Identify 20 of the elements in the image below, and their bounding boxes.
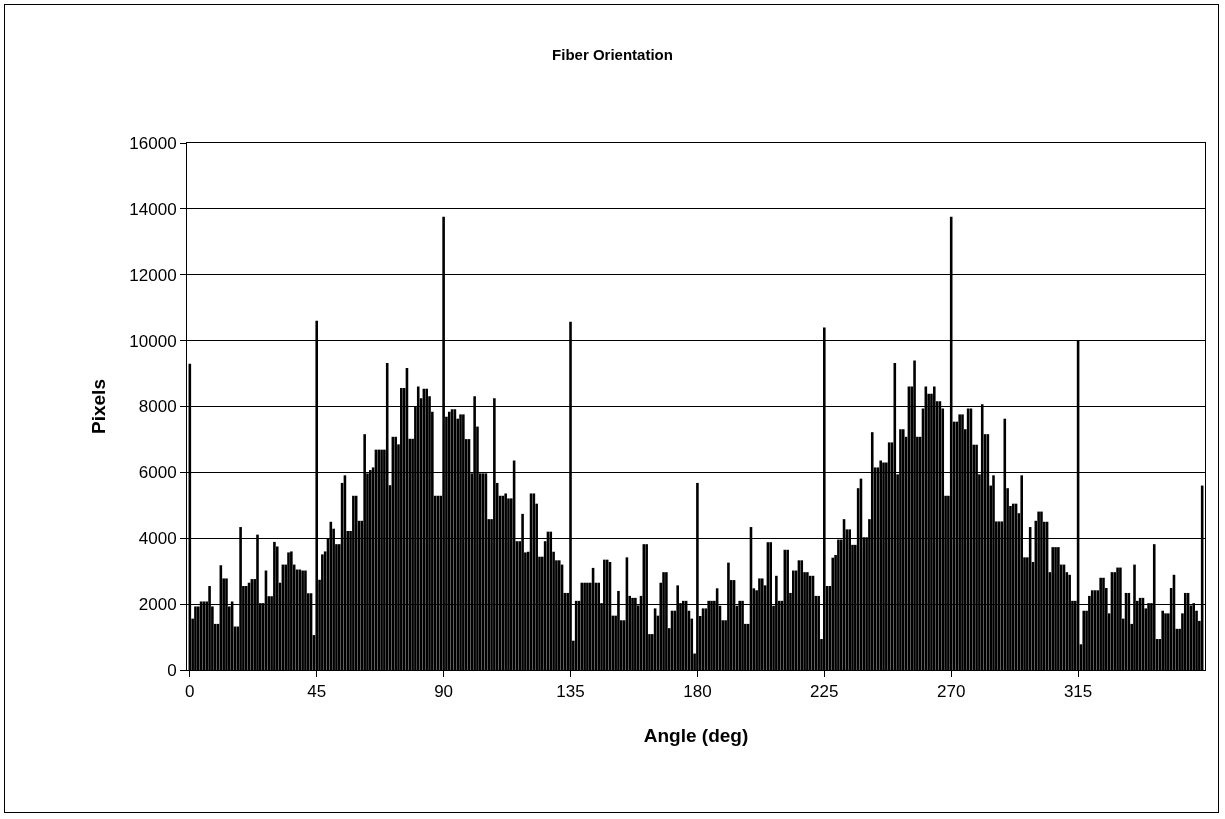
y-tick-label: 10000 — [129, 331, 177, 351]
x-tick-label: 225 — [810, 682, 839, 702]
chart-title: Fiber Orientation — [552, 45, 673, 63]
x-tick-label: 0 — [185, 682, 195, 702]
y-tick-label: 4000 — [138, 529, 177, 549]
x-tick-label: 45 — [307, 682, 327, 702]
y-tick-label: 6000 — [138, 463, 177, 483]
y-tick-label: 2000 — [138, 595, 177, 615]
x-tick-label: 315 — [1063, 682, 1093, 702]
y-tick-label: 0 — [167, 660, 177, 680]
x-tick-label: 90 — [434, 682, 454, 702]
y-tick-label: 16000 — [129, 133, 177, 153]
y-tick-label: 8000 — [138, 397, 177, 417]
y-axis-title: Pixels — [88, 379, 110, 434]
x-tick-label: 135 — [556, 682, 585, 702]
y-tick-label: 12000 — [129, 265, 177, 285]
x-tick-label: 270 — [937, 682, 966, 702]
y-tick-label: 14000 — [129, 199, 177, 219]
x-tick-label: 180 — [683, 682, 712, 702]
x-axis-title: Angle (deg) — [643, 725, 749, 747]
